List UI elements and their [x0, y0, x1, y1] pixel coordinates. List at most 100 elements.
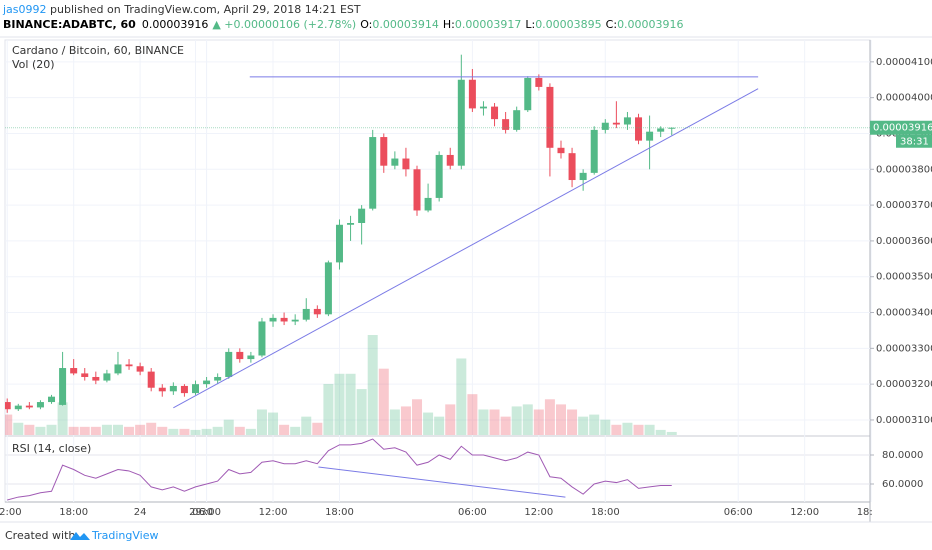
candle-body: [269, 317, 277, 322]
ohlc-label: L:: [525, 18, 535, 31]
volume-bar: [35, 426, 46, 435]
volume-bar: [666, 431, 677, 435]
candle-body: [147, 371, 155, 388]
logo: [70, 532, 90, 540]
volume-bar: [500, 416, 511, 435]
volume-bar: [456, 358, 467, 435]
x-tick-label: 18:00: [59, 507, 88, 518]
last-price-box: [870, 120, 932, 135]
x-tick-label: 30: [200, 507, 213, 518]
footer-brand[interactable]: TradingView: [91, 529, 158, 542]
y-tick-label: 0.00003600: [876, 236, 932, 247]
candle-body: [92, 376, 100, 381]
candle-body: [502, 119, 510, 130]
y-tick-label: 0.00003300: [876, 343, 932, 354]
candle-body: [14, 405, 22, 410]
volume-bar: [190, 429, 201, 435]
volume: [5, 335, 677, 435]
volume-bar: [345, 373, 356, 435]
ohlc-value: 0.00003916: [617, 18, 683, 31]
volume-bar: [633, 424, 644, 435]
countdown-label: 38:31: [900, 137, 929, 148]
volume-bar: [223, 419, 234, 435]
candle-body: [568, 153, 576, 181]
volume-bar: [290, 426, 301, 435]
header-line: jas0992 published on TradingView.com, Ap…: [2, 3, 361, 16]
ohlc-value: 0.00003914: [372, 18, 438, 31]
candle-body: [180, 385, 188, 394]
candle-body: [369, 137, 377, 209]
volume-bar: [412, 399, 423, 435]
volume-bar: [312, 422, 323, 435]
volume-bar: [245, 428, 256, 435]
rsi-trend-line: [318, 466, 566, 498]
volume-bar: [400, 406, 411, 435]
candle-body: [158, 387, 166, 392]
volume-bar: [323, 383, 334, 435]
volume-bar: [24, 424, 35, 435]
candle-body: [623, 117, 631, 125]
volume-bar: [378, 368, 389, 435]
volume-bar: [279, 424, 290, 435]
x-tick-label: 12:00: [790, 507, 819, 518]
volume-bar: [334, 373, 345, 435]
volume-bar: [212, 426, 223, 435]
x-tick-label: 18:00: [325, 507, 354, 518]
candle-body: [646, 131, 654, 141]
candle-body: [169, 385, 177, 392]
candle-body: [491, 106, 499, 120]
candle-body: [380, 137, 388, 166]
y-tick-label: 0.00003700: [876, 200, 932, 211]
volume-bar: [511, 406, 522, 435]
volume-bar: [600, 419, 611, 435]
x-tick-label: 12:00: [259, 507, 288, 518]
rsi-tick-label: 80.0000: [882, 450, 923, 461]
volume-bar: [256, 409, 267, 435]
rsi-title: RSI (14, close): [12, 442, 91, 455]
volume-bar: [168, 428, 179, 435]
volume-bar: [146, 422, 157, 435]
footer-created: Created with: [5, 529, 75, 542]
volume-bar: [46, 424, 57, 435]
volume-bar: [179, 428, 190, 435]
last-price-label: 0.00003916: [873, 123, 932, 134]
volume-bar: [622, 422, 633, 435]
y-tick-label: 0.00003100: [876, 415, 932, 426]
volume-bar: [13, 422, 24, 435]
volume-bar: [467, 394, 478, 435]
x-tick-label: 12:00: [524, 507, 553, 518]
volume-bar: [578, 416, 589, 435]
candle-body: [635, 117, 643, 141]
candle-body: [557, 147, 565, 154]
volume-bar: [611, 424, 622, 435]
candle-body: [468, 79, 476, 109]
y-tick-label: 0.00003400: [876, 308, 932, 319]
candle-body: [125, 364, 133, 367]
candle-body: [203, 380, 211, 385]
volume-bar: [555, 404, 566, 435]
x-tick-label: 18:00: [857, 507, 886, 518]
volume-bar: [522, 404, 533, 435]
change: ▲ +0.00000106 (+2.78%): [212, 18, 356, 31]
candle-body: [103, 373, 111, 381]
volume-bar: [533, 409, 544, 435]
candle-body: [5, 402, 11, 410]
symbol-line: BINANCE:ADABTC, 60 0.00003916 ▲ +0.0000010…: [3, 18, 684, 31]
countdown-box: [896, 134, 932, 148]
volume-bar: [90, 426, 101, 435]
volume-bar: [423, 412, 434, 435]
candle-body: [457, 79, 465, 166]
volume-bar: [201, 428, 212, 435]
candle-body: [347, 222, 355, 225]
volume-bar: [434, 416, 445, 435]
candle-body: [524, 77, 532, 111]
rsi-line: [7, 438, 672, 501]
volume-bar: [5, 414, 13, 435]
volume-bar: [644, 424, 655, 435]
candle-body: [358, 208, 366, 223]
author[interactable]: jas0992: [2, 3, 47, 16]
ohlc-label: O:: [360, 18, 372, 31]
x-tick-label: 12:00: [0, 507, 22, 518]
candle-body: [236, 351, 244, 360]
